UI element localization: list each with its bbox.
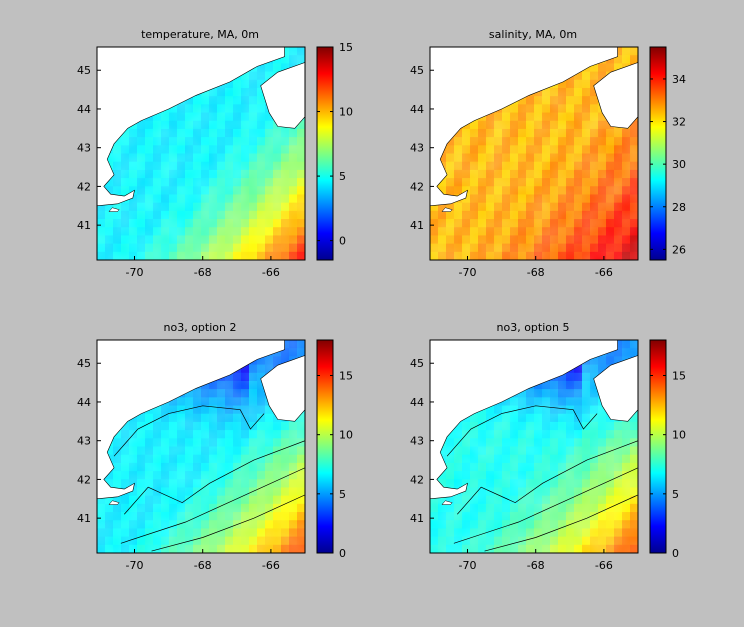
land-nova-scotia [593, 62, 638, 129]
axes-frame [96, 46, 306, 261]
colorbar-tick-label: 10 [672, 429, 686, 442]
colorbar-tick-label: 5 [339, 170, 346, 183]
y-tick-label: 43 [410, 435, 424, 448]
panel-salinity: -70 -68 -66 41 42 43 44 45 26 28 30 32 34 [410, 46, 686, 279]
y-tick-label: 45 [77, 64, 91, 77]
colorbar-tick-label: 15 [339, 370, 353, 383]
contour-line [453, 467, 638, 544]
y-tick-label: 42 [77, 180, 91, 193]
y-tick-label: 42 [410, 473, 424, 486]
panel-no3-option-2: -70 -68 -66 41 42 43 44 45 0 5 10 15 [77, 339, 353, 572]
x-tick-label: -68 [527, 559, 545, 572]
axes-frame [429, 46, 639, 261]
x-tick-label: -66 [595, 266, 613, 279]
title-salinity: salinity, MA, 0m [489, 28, 577, 41]
colorbar-tick-label: 32 [672, 116, 686, 129]
colorbar-tick-label: 5 [339, 488, 346, 501]
x-tick-label: -68 [194, 266, 212, 279]
y-tick-label: 42 [410, 180, 424, 193]
colorbar-tick-label: 5 [672, 488, 679, 501]
x-tick-label: -70 [459, 559, 477, 572]
y-tick-label: 45 [410, 64, 424, 77]
y-tick-label: 43 [77, 435, 91, 448]
field-2 [97, 340, 305, 553]
panel-temperature: -70 -68 -66 41 42 43 44 45 0 5 10 15 [77, 41, 353, 279]
colorbar [316, 339, 334, 554]
colorbar-tick-label: 30 [672, 158, 686, 171]
x-tick-label: -70 [459, 266, 477, 279]
colorbar [316, 46, 334, 261]
contour-line [113, 405, 265, 457]
land-island [108, 207, 120, 212]
y-tick-label: 45 [410, 357, 424, 370]
colorbar [649, 339, 667, 554]
y-tick-label: 41 [410, 512, 424, 525]
y-tick-label: 45 [77, 357, 91, 370]
axes-frame [429, 339, 639, 554]
land-nova-scotia [593, 355, 638, 422]
x-tick-label: -66 [262, 559, 280, 572]
colorbar-tick-label: 0 [672, 547, 679, 560]
x-tick-label: -70 [126, 266, 144, 279]
land-island [441, 207, 453, 212]
y-tick-label: 41 [77, 219, 91, 232]
y-tick-label: 42 [77, 473, 91, 486]
land-mainland [430, 340, 618, 500]
y-tick-label: 44 [77, 103, 91, 116]
colorbar-tick-label: 10 [339, 429, 353, 442]
title-no3-option-5: no3, option 5 [497, 321, 570, 334]
contour-line [457, 440, 638, 515]
land-nova-scotia [260, 62, 305, 129]
y-tick-label: 41 [410, 219, 424, 232]
x-tick-label: -70 [126, 559, 144, 572]
colorbar-tick-label: 26 [672, 243, 686, 256]
land-nova-scotia [260, 355, 305, 422]
land-mainland [97, 340, 285, 500]
x-tick-label: -66 [595, 559, 613, 572]
colorbar-tick-label: 10 [339, 106, 353, 119]
field-0 [97, 47, 305, 260]
land-island [441, 500, 453, 505]
contour-line [446, 405, 598, 457]
y-tick-label: 41 [77, 512, 91, 525]
title-temperature: temperature, MA, 0m [141, 28, 259, 41]
y-tick-label: 43 [77, 142, 91, 155]
colorbar-tick-label: 0 [339, 235, 346, 248]
colorbar-tick-label: 0 [339, 547, 346, 560]
y-tick-label: 44 [77, 396, 91, 409]
contour-line [151, 494, 305, 552]
y-tick-label: 44 [410, 396, 424, 409]
colorbar-tick-label: 34 [672, 73, 686, 86]
panel-no3-option-5: -70 -68 -66 41 42 43 44 45 0 5 10 15 [410, 339, 686, 572]
field-3 [430, 340, 638, 553]
land-mainland [97, 47, 285, 207]
land-island [108, 500, 120, 505]
x-tick-label: -68 [527, 266, 545, 279]
y-tick-label: 43 [410, 142, 424, 155]
colorbar [649, 46, 667, 261]
land-mainland [430, 47, 618, 207]
contour-line [120, 467, 305, 544]
title-no3-option-2: no3, option 2 [164, 321, 237, 334]
field-1 [430, 47, 638, 260]
colorbar-tick-label: 15 [339, 41, 353, 54]
y-tick-label: 44 [410, 103, 424, 116]
axes-frame [96, 339, 306, 554]
contour-line [124, 440, 305, 515]
colorbar-tick-label: 28 [672, 201, 686, 214]
colorbar-tick-label: 15 [672, 370, 686, 383]
x-tick-label: -68 [194, 559, 212, 572]
contour-line [484, 494, 638, 552]
x-tick-label: -66 [262, 266, 280, 279]
